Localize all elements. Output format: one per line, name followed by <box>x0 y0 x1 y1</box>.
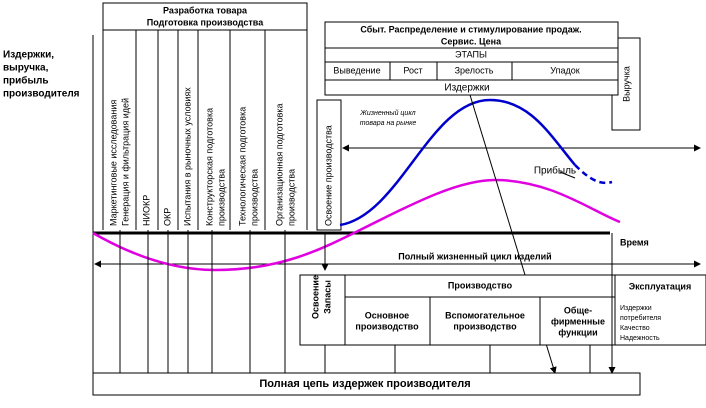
production-unit: фирменные <box>551 316 605 326</box>
stage: Зрелость <box>455 65 494 75</box>
launch-box <box>316 99 342 231</box>
stages-title: ЭТАПЫ <box>455 49 487 59</box>
column-label: Маркетинговые исследования <box>108 100 118 226</box>
column-label: производства <box>216 169 226 226</box>
column-label: производства <box>286 169 296 226</box>
column-label: НИОКР <box>141 195 151 226</box>
column-lines <box>102 30 308 230</box>
exploitation-item: потребителя <box>620 314 661 322</box>
footer-label: Полная цепь издержек производителя <box>259 378 470 390</box>
profit-curve <box>92 178 621 272</box>
costs-curve-decline <box>574 164 613 184</box>
exploitation-item: Качество <box>620 325 650 332</box>
production-unit: функции <box>558 327 597 337</box>
market-box <box>324 21 619 96</box>
footer-box <box>92 372 641 396</box>
operations-box <box>299 274 706 346</box>
revenue-label: Выручка <box>621 66 631 102</box>
column-label: Технологическая подготовка <box>237 107 247 226</box>
column-label: Конструкторская подготовка <box>204 108 214 226</box>
market-cycle-label: товара на рынке <box>360 120 417 127</box>
column-label: Организационная подготовка <box>274 103 284 226</box>
y-axis-label: Издержки, <box>3 50 54 61</box>
shapes <box>92 2 706 396</box>
column-label: Испытания в рыночных условиях <box>182 87 192 226</box>
production-label: Производство <box>448 280 513 290</box>
production-unit: Обще- <box>564 305 592 315</box>
production-unit: производство <box>453 321 517 331</box>
costs-curve <box>339 98 576 227</box>
operations-left: Запасы <box>322 280 332 314</box>
launch-label: Освоение производства <box>323 125 333 226</box>
y-axis-label: производителя <box>3 89 80 100</box>
market-title: Сбыт. Распределение и стимулирование про… <box>360 24 581 34</box>
production-unit: Основное <box>365 310 409 320</box>
production-unit: Вспомогательное <box>445 310 525 320</box>
development-header <box>102 2 308 31</box>
stage: Рост <box>403 65 422 75</box>
exploitation-item: Издержки <box>620 305 652 312</box>
exploitation-label: Эксплуатация <box>629 281 691 291</box>
development-title: Подготовка производства <box>147 17 264 27</box>
production-unit: производство <box>355 321 419 331</box>
costs-label: Издержки <box>444 83 489 94</box>
column-label: ОКР <box>162 208 172 226</box>
operations-grid <box>344 275 616 345</box>
full-cycle-label: Полный жизненный цикл изделий <box>398 251 551 261</box>
column-label: производства <box>249 169 259 226</box>
y-axis-label: выручка, <box>3 63 49 74</box>
operations-left: Освоение <box>310 275 320 319</box>
y-axis-label: прибыль <box>3 75 49 87</box>
development-title: Разработка товара <box>163 5 248 15</box>
stage: Выведение <box>333 65 380 75</box>
market-cycle-label: Жизненный цикл <box>359 109 415 117</box>
exploitation-item: Надежность <box>620 335 660 342</box>
market-title: Сервис. Цена <box>441 36 502 46</box>
x-axis-label: Время <box>620 237 649 247</box>
column-label: Генерация и фильтрация идей <box>120 98 130 226</box>
market-grid <box>325 47 618 81</box>
stage: Упадок <box>550 65 579 75</box>
profit-pointer <box>559 171 576 179</box>
profit-label: Прибыль <box>534 165 576 177</box>
down-arrows <box>119 230 612 373</box>
